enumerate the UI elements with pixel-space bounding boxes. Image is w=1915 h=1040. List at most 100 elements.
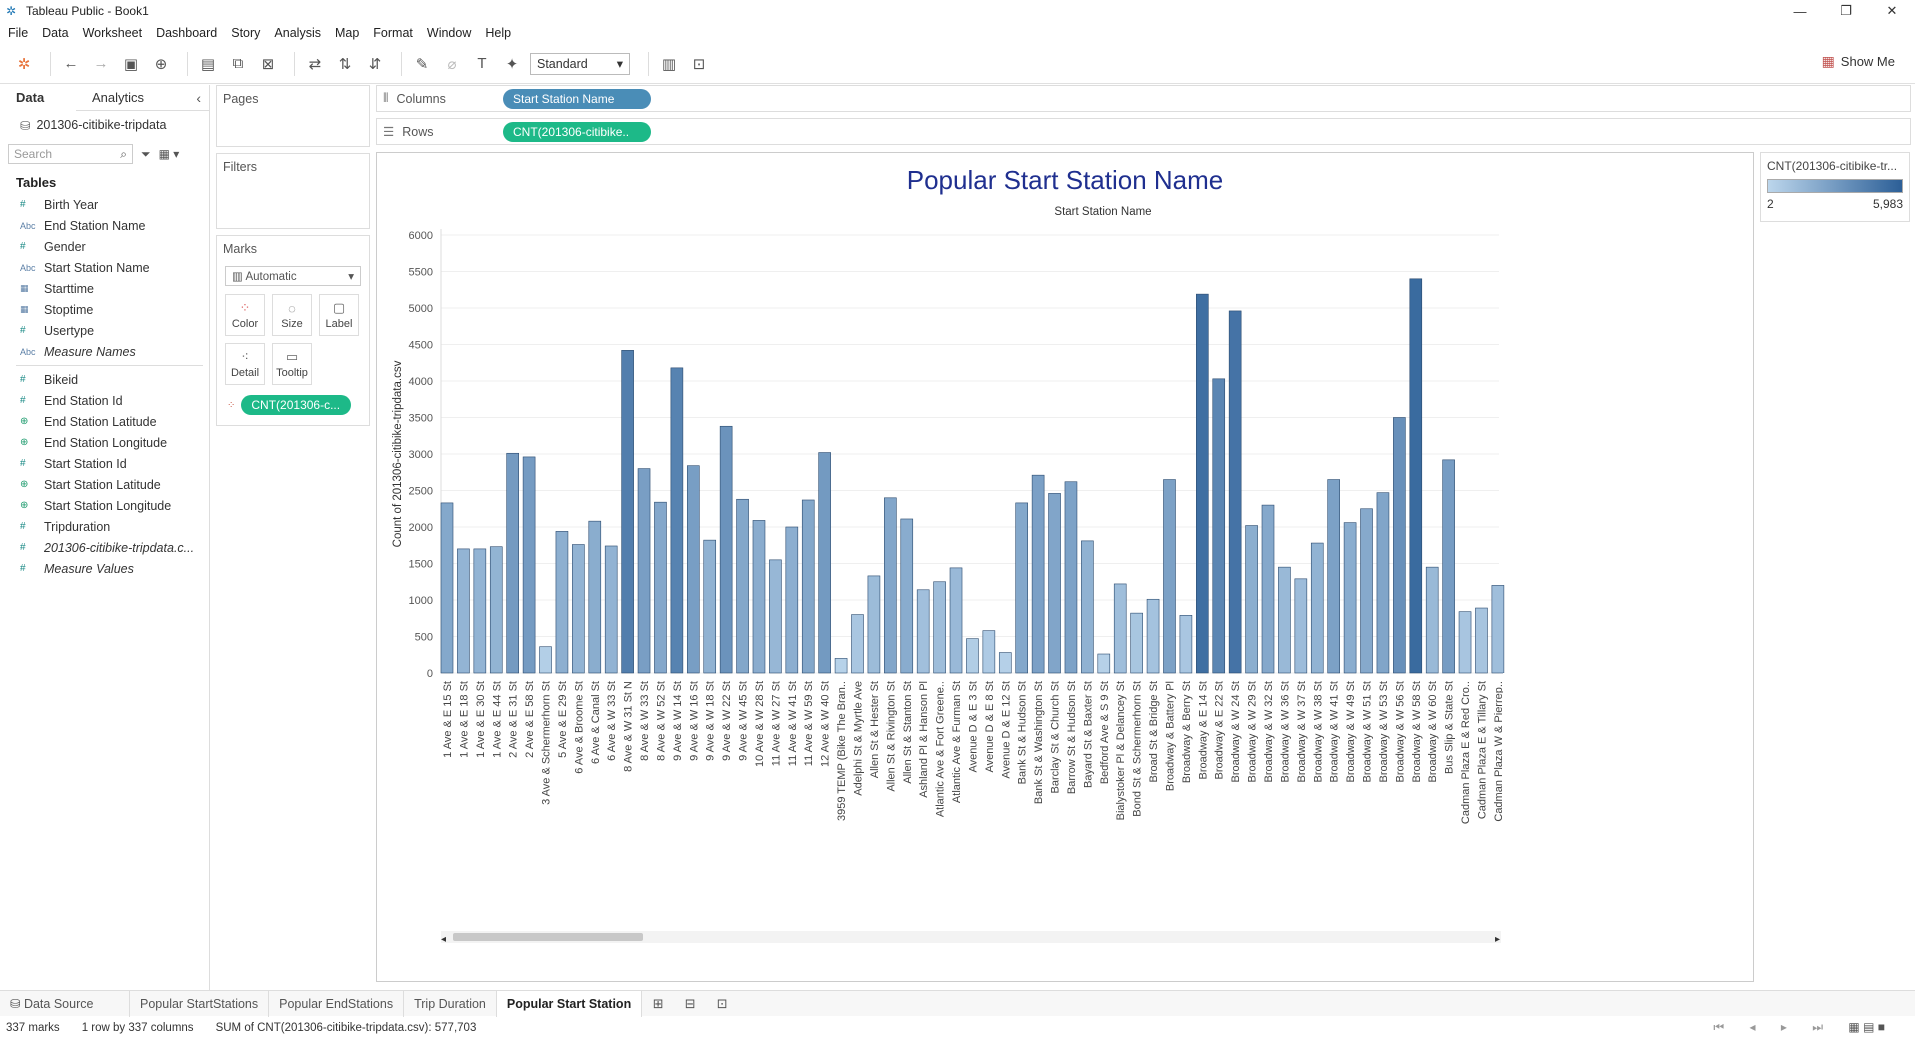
tab-popular-end-stations[interactable]: Popular EndStations bbox=[269, 990, 405, 1017]
menu-dashboard[interactable]: Dashboard bbox=[156, 26, 218, 40]
tab-popular-start-station[interactable]: Popular Start Station bbox=[496, 990, 643, 1017]
bar[interactable] bbox=[851, 614, 864, 674]
restore-button[interactable]: ❐ bbox=[1840, 3, 1852, 18]
bar[interactable] bbox=[506, 452, 519, 674]
bar[interactable] bbox=[916, 589, 930, 674]
bar[interactable] bbox=[1278, 566, 1291, 674]
show-me-button[interactable]: ▦ Show Me bbox=[1822, 53, 1895, 70]
bar[interactable] bbox=[1442, 459, 1455, 674]
fit-select[interactable]: Standard ▾ bbox=[530, 52, 630, 75]
detail-button[interactable]: ⁖ Detail bbox=[225, 343, 265, 385]
new-story-icon[interactable]: ⊡ bbox=[716, 995, 728, 1011]
new-datasource-icon[interactable]: ⊕ bbox=[154, 55, 168, 73]
bar[interactable] bbox=[1130, 612, 1143, 674]
bar[interactable] bbox=[1163, 479, 1176, 674]
bar[interactable] bbox=[572, 544, 585, 674]
tooltip-button[interactable]: ▭ Tooltip bbox=[272, 343, 312, 385]
next-sheet-icon[interactable]: ▸ bbox=[1780, 1020, 1787, 1034]
field-measure-names[interactable]: Abc Measure Names bbox=[0, 341, 209, 362]
field-end-station-longitude[interactable]: ⊕ End Station Longitude bbox=[0, 432, 209, 453]
filter-icon[interactable]: ⏷ bbox=[141, 146, 151, 161]
bar[interactable] bbox=[818, 452, 831, 674]
bar[interactable] bbox=[1212, 378, 1226, 674]
bar[interactable] bbox=[949, 567, 963, 674]
fix-axes-icon[interactable]: ✦ bbox=[505, 55, 519, 73]
menu-worksheet[interactable]: Worksheet bbox=[82, 26, 143, 40]
color-button[interactable]: ⁘ Color bbox=[225, 294, 265, 336]
field-birth-year[interactable]: # Birth Year bbox=[0, 194, 209, 215]
columns-pill[interactable]: Start Station Name bbox=[503, 88, 651, 109]
bar[interactable] bbox=[1245, 525, 1258, 674]
new-worksheet-icon[interactable]: ⊞ bbox=[652, 995, 664, 1011]
menu-window[interactable]: Window bbox=[426, 26, 472, 40]
highlight-icon[interactable]: ✎ bbox=[415, 55, 429, 73]
menu-format[interactable]: Format bbox=[373, 26, 413, 40]
bar[interactable] bbox=[1475, 607, 1488, 674]
bar[interactable] bbox=[670, 367, 684, 674]
bar[interactable] bbox=[588, 520, 602, 674]
size-button[interactable]: ◌ Size bbox=[272, 294, 312, 336]
menu-analysis[interactable]: Analysis bbox=[274, 26, 321, 40]
bar[interactable] bbox=[1360, 508, 1373, 674]
bar[interactable] bbox=[1261, 504, 1275, 674]
bar[interactable] bbox=[1113, 583, 1127, 674]
bar[interactable] bbox=[769, 559, 782, 674]
color-measure-pill[interactable]: CNT(201306-c... bbox=[241, 395, 352, 415]
bar[interactable] bbox=[1393, 417, 1406, 674]
bar[interactable] bbox=[1064, 481, 1078, 674]
bar[interactable] bbox=[539, 646, 552, 674]
bar[interactable] bbox=[686, 465, 700, 674]
field-start-station-latitude[interactable]: ⊕ Start Station Latitude bbox=[0, 474, 209, 495]
bar[interactable] bbox=[604, 545, 618, 674]
filters-card[interactable]: Filters bbox=[216, 153, 370, 229]
bar[interactable] bbox=[637, 468, 651, 674]
menu-data[interactable]: Data bbox=[42, 26, 69, 40]
minimize-button[interactable]: — bbox=[1793, 3, 1807, 19]
rows-pill[interactable]: CNT(201306-citibike.. bbox=[503, 121, 651, 142]
bar[interactable] bbox=[1015, 502, 1029, 674]
close-button[interactable]: ✕ bbox=[1886, 3, 1898, 18]
field-201306-citibike-tripdata-c[interactable]: #201306-citibike-tripdata.c... bbox=[0, 537, 209, 558]
pages-card[interactable]: Pages bbox=[216, 85, 370, 147]
show-labels-icon[interactable]: T bbox=[477, 55, 487, 72]
menu-file[interactable]: File bbox=[8, 26, 29, 40]
presentation-mode-icon[interactable]: ⊡ bbox=[692, 55, 706, 73]
bar[interactable] bbox=[1343, 522, 1357, 674]
sort-descending-icon[interactable]: ⇵ bbox=[368, 55, 382, 73]
redo-icon[interactable]: → bbox=[93, 55, 109, 72]
bar[interactable] bbox=[884, 497, 897, 674]
field-stoptime[interactable]: ▦ Stoptime bbox=[0, 299, 209, 320]
bar[interactable] bbox=[834, 658, 848, 674]
bar[interactable] bbox=[1097, 653, 1111, 674]
swap-rows-columns-icon[interactable]: ⇄ bbox=[308, 55, 322, 73]
sort-ascending-icon[interactable]: ⇅ bbox=[338, 55, 352, 73]
tab-trip-duration[interactable]: Trip Duration bbox=[404, 990, 497, 1017]
field-tripduration[interactable]: # Tripduration bbox=[0, 516, 209, 537]
datasource-item[interactable]: ⛁ 201306-citibike-tripdata bbox=[0, 111, 209, 139]
color-legend[interactable]: CNT(201306-citibike-tr... 2 5,983 bbox=[1760, 152, 1910, 222]
bar[interactable] bbox=[522, 456, 536, 674]
bar[interactable] bbox=[1294, 578, 1308, 674]
bar[interactable] bbox=[982, 630, 996, 674]
bar[interactable] bbox=[1179, 615, 1193, 674]
tab-data[interactable]: Data bbox=[0, 85, 76, 111]
bar[interactable] bbox=[1196, 293, 1209, 674]
mark-type-select[interactable]: ▥ Automatic ▾ bbox=[225, 266, 361, 286]
bar[interactable] bbox=[1458, 611, 1472, 674]
bar[interactable] bbox=[933, 581, 946, 674]
bar[interactable] bbox=[621, 350, 634, 674]
field-end-station-name[interactable]: Abc End Station Name bbox=[0, 215, 209, 236]
bar[interactable] bbox=[473, 548, 487, 674]
bar[interactable] bbox=[966, 638, 979, 674]
new-worksheet-icon[interactable]: ▤ bbox=[200, 55, 216, 73]
collapse-pane-icon[interactable]: ‹ bbox=[196, 90, 201, 106]
bar[interactable] bbox=[1376, 492, 1390, 674]
scrollbar-thumb[interactable] bbox=[453, 933, 643, 941]
bar[interactable] bbox=[1327, 479, 1340, 674]
field-start-station-name[interactable]: Abc Start Station Name bbox=[0, 257, 209, 278]
label-button[interactable]: ▢ Label bbox=[319, 294, 359, 336]
tab-popular-start-stations[interactable]: Popular StartStations bbox=[130, 990, 270, 1017]
bar[interactable] bbox=[867, 575, 881, 674]
field-end-station-latitude[interactable]: ⊕ End Station Latitude bbox=[0, 411, 209, 432]
bar[interactable] bbox=[785, 526, 799, 674]
